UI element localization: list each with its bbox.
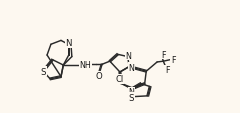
Text: N: N <box>129 88 134 97</box>
Text: F: F <box>161 50 166 59</box>
Text: F: F <box>171 56 176 65</box>
Text: S: S <box>40 67 46 76</box>
Text: NH: NH <box>79 60 91 69</box>
Text: Cl: Cl <box>115 75 123 84</box>
Text: F: F <box>165 66 169 74</box>
Text: N: N <box>129 63 134 72</box>
Text: N: N <box>66 39 72 47</box>
Text: S: S <box>129 93 134 102</box>
Text: N: N <box>126 51 131 60</box>
Text: O: O <box>96 72 102 81</box>
